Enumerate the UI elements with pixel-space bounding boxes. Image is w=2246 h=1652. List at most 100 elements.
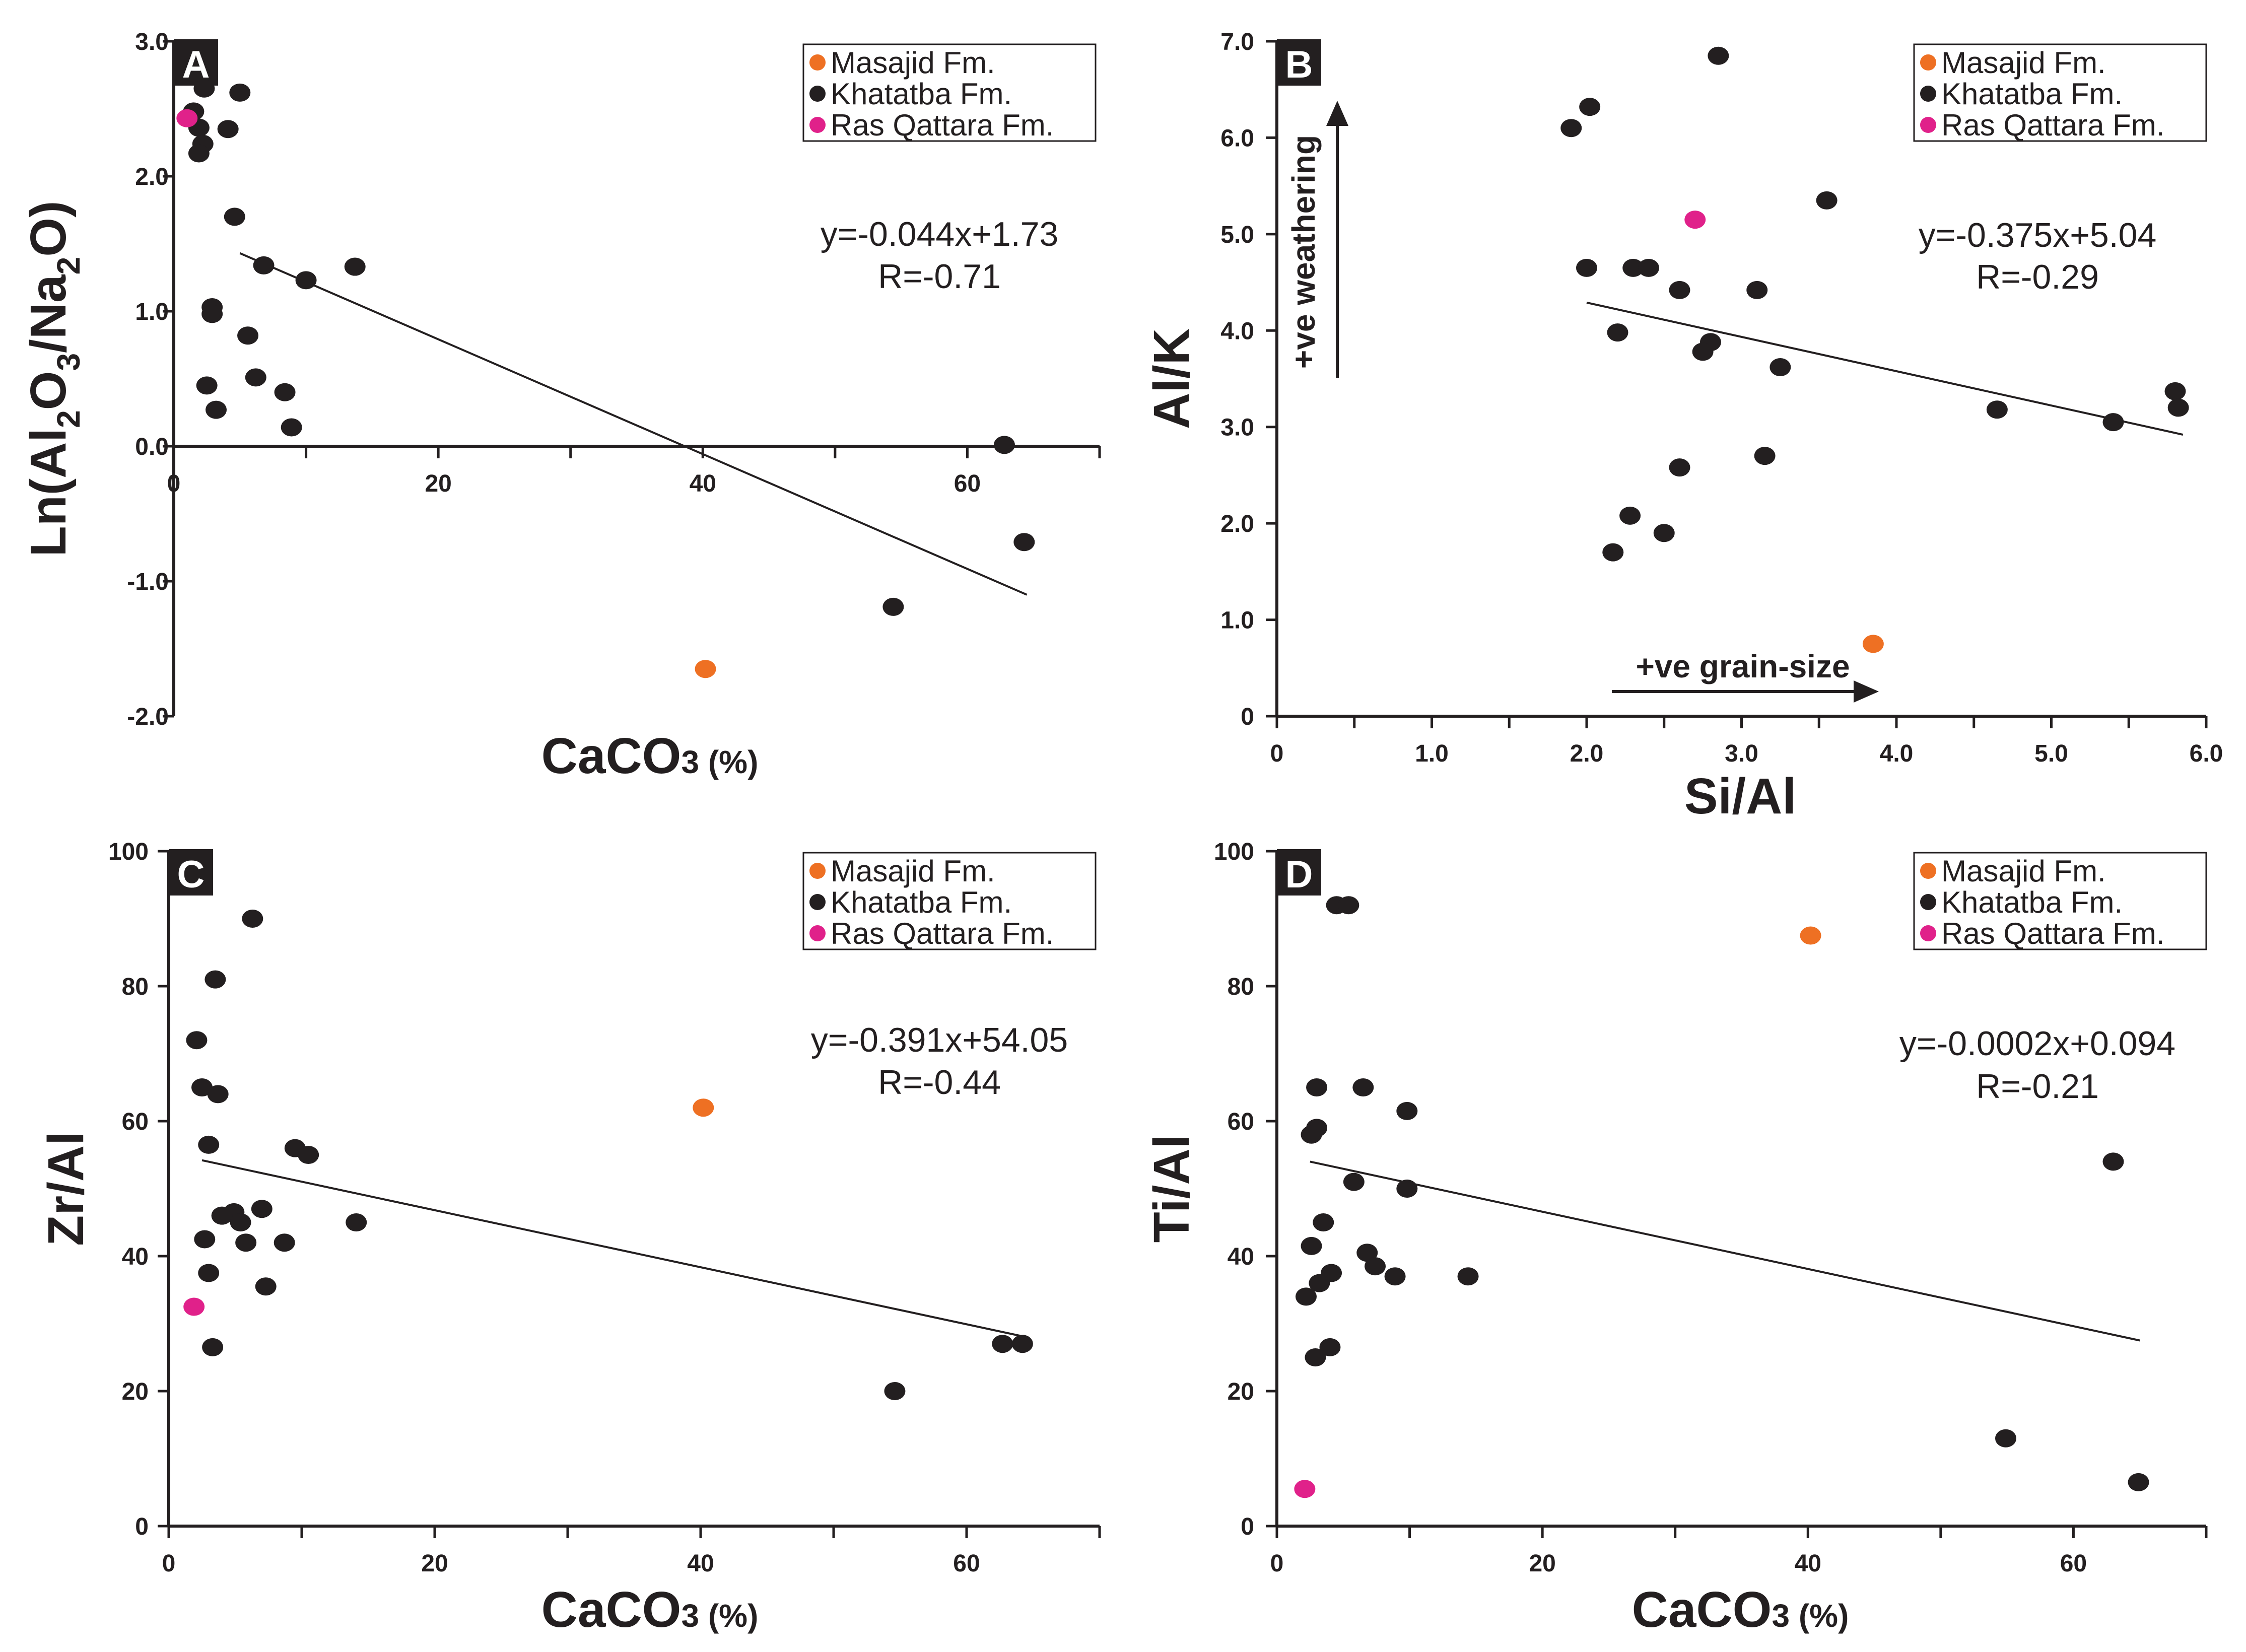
- legend-entry: Ras Qattara Fm.: [831, 108, 1054, 142]
- y-tick-label: -2.0: [127, 704, 169, 730]
- legend-marker: [1920, 894, 1936, 910]
- panel-label-box: [1277, 849, 1321, 896]
- x-axis-label: CaCO3 (%): [541, 1581, 759, 1638]
- ras-qattara-point: [183, 1297, 205, 1316]
- y-tick-label: 80: [1228, 974, 1254, 1000]
- y-tick-label: 3.0: [135, 29, 169, 55]
- y-tick-label: 1.0: [1220, 607, 1254, 634]
- khatatba-point: [1295, 1287, 1317, 1306]
- y-tick-label: 0.0: [135, 434, 169, 460]
- y-axis-label: Zr/Al: [38, 1131, 94, 1246]
- x-axis-label-main: CaCO: [541, 1581, 682, 1638]
- x-axis-label-main: CaCO: [1632, 1581, 1772, 1638]
- khatatba-point: [251, 1200, 273, 1218]
- khatatba-point: [1708, 46, 1729, 65]
- khatatba-point: [217, 120, 239, 139]
- khatatba-point: [1338, 896, 1359, 915]
- khatatba-point: [2128, 1473, 2149, 1491]
- khatatba-point: [1365, 1257, 1386, 1276]
- y-tick-label: 20: [1228, 1379, 1254, 1405]
- x-axis-label: CaCO3 (%): [541, 728, 759, 784]
- ras-qattara-point: [1294, 1480, 1316, 1498]
- x-tick-label: 1.0: [1415, 740, 1449, 767]
- khatatba-point: [253, 256, 275, 274]
- khatatba-point: [201, 305, 223, 323]
- y-tick-label: 60: [122, 1109, 149, 1135]
- legend-entry: Khatatba Fm.: [831, 77, 1012, 111]
- khatatba-point: [224, 208, 245, 226]
- khatatba-point: [1576, 258, 1597, 277]
- khatatba-point: [1622, 258, 1644, 277]
- y-axis-label: Al/K: [1143, 328, 1200, 429]
- khatatba-point: [1602, 543, 1624, 562]
- panel-a: -2.0 -1.0 0.0 1.0 2.0 3.0 0 20 40 60 A Masajid Fm.K…: [20, 29, 1101, 784]
- legend-entry: Khatatba Fm.: [1941, 885, 2123, 919]
- legend-marker: [809, 117, 826, 133]
- legend-marker: [809, 54, 826, 71]
- khatatba-point: [2102, 1152, 2124, 1171]
- khatatba-point: [1301, 1236, 1322, 1255]
- regression-line: [1310, 1160, 2140, 1342]
- khatatba-point: [1013, 533, 1035, 552]
- x-tick-label: 5.0: [2034, 740, 2068, 767]
- khatatba-point: [274, 383, 296, 401]
- regression-equation: y=-0.044x+1.73: [821, 215, 1059, 253]
- regression-line: [1586, 301, 2184, 436]
- khatatba-point: [1352, 1078, 1374, 1096]
- legend-marker: [1920, 925, 1936, 941]
- panel-label-box: [1277, 39, 1321, 86]
- panel-label: B: [1285, 43, 1313, 86]
- y-tick-label: 100: [1214, 839, 1254, 865]
- x-axis-label: Si/Al: [1684, 768, 1796, 824]
- panel-b: 0 1.0 2.0 3.0 4.0 5.0 6.0 7.0 0 1.0 2.0 3.0 4.0 5.0 6.…: [1143, 29, 2223, 824]
- regression-equation: y=-0.391x+54.05: [811, 1021, 1068, 1059]
- legend-marker: [809, 86, 826, 102]
- khatatba-point: [193, 79, 215, 98]
- y-tick-label: 5.0: [1220, 222, 1254, 248]
- khatatba-point: [1313, 1213, 1334, 1231]
- khatatba-point: [884, 1382, 906, 1400]
- khatatba-point: [1619, 506, 1641, 525]
- correlation-coefficient: R=-0.29: [1976, 258, 2099, 296]
- khatatba-point: [198, 1135, 220, 1154]
- x-tick-label: 40: [1795, 1550, 1821, 1577]
- khatatba-point: [1301, 1125, 1322, 1144]
- x-tick-label: 40: [687, 1550, 714, 1577]
- khatatba-point: [1457, 1267, 1479, 1286]
- panel-label-box: [174, 39, 218, 86]
- legend-box: [802, 43, 1097, 142]
- y-tick-label: -1.0: [127, 569, 169, 595]
- weathering-arrowhead: [1326, 101, 1348, 126]
- khatatba-point: [346, 1213, 367, 1231]
- weathering-annotation: +ve weathering: [1285, 135, 1322, 369]
- khatatba-point: [198, 1264, 220, 1282]
- khatatba-point: [230, 1213, 251, 1231]
- khatatba-point: [1986, 400, 2008, 419]
- y-axis-label: Ln(Al2O3/Na2O): [20, 201, 87, 557]
- y-tick-label: 4.0: [1220, 318, 1254, 345]
- panel-d: 0 20 40 60 80 100 0 20 40 60 D Masajid Fm.Khatatba …: [1143, 839, 2208, 1638]
- x-tick-label: 0: [162, 1550, 176, 1577]
- legend-entry: Masajid Fm.: [831, 854, 995, 888]
- legend-entry: Ras Qattara Fm.: [831, 917, 1054, 950]
- grain-size-arrowhead: [1854, 680, 1879, 703]
- y-tick-label: 3.0: [1220, 415, 1254, 441]
- regression-equation: y=-0.0002x+0.094: [1899, 1024, 2175, 1063]
- x-tick-label: 3.0: [1725, 740, 1758, 767]
- x-axis-label-main: CaCO: [541, 728, 682, 784]
- panel-label: D: [1285, 853, 1313, 896]
- legend-box: [802, 852, 1097, 950]
- panel-label-box: [169, 849, 213, 896]
- khatatba-point: [2167, 398, 2189, 417]
- khatatba-point: [196, 376, 218, 395]
- y-tick-label: 0: [135, 1513, 149, 1540]
- legend-marker: [1920, 54, 1936, 71]
- y-tick-label: 6.0: [1220, 125, 1254, 152]
- x-tick-label: 0: [167, 470, 181, 497]
- legend-marker: [1920, 863, 1936, 879]
- masajid-point: [693, 1098, 714, 1117]
- khatatba-point: [1669, 458, 1690, 477]
- legend-entry: Masajid Fm.: [1941, 46, 2106, 80]
- y-tick-label: 2.0: [1220, 511, 1254, 537]
